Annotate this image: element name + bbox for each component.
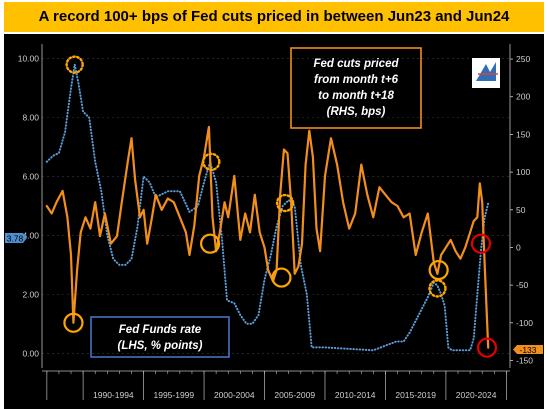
highlight-circle-9 bbox=[476, 337, 498, 358]
rhs-annotation-line-1: Fed cuts priced bbox=[314, 58, 400, 70]
rhs-annotation-line-2: from month t+6 bbox=[314, 74, 399, 86]
logo-mark-icon bbox=[476, 62, 496, 81]
lhs-annotation-line-2: (LHS, % points) bbox=[118, 340, 203, 352]
last-value-right: -133 bbox=[513, 345, 543, 355]
last-value-right-label: -133 bbox=[519, 345, 536, 355]
axes: 0.00 2.00 4.00 6.00 8.00 10.00 -150 -100 -50 0 50 1… bbox=[18, 44, 533, 400]
y-tick-right-0: -150 bbox=[516, 355, 533, 365]
highlight-circle-5 bbox=[271, 267, 292, 288]
highlight-circle-7 bbox=[428, 259, 449, 281]
last-value-left: 3.78 bbox=[5, 233, 27, 244]
highlight-circle-2 bbox=[202, 152, 221, 172]
x-tick-label-0: 1990-1994 bbox=[93, 390, 134, 400]
series-line-1 bbox=[45, 125, 490, 349]
highlight-circle-4 bbox=[275, 193, 295, 213]
y-tick-right-3: 0 bbox=[516, 242, 521, 252]
last-value-left-label: 3.78 bbox=[7, 234, 24, 244]
highlight-circles bbox=[63, 55, 498, 358]
lhs-annotation-line-1: Fed Funds rate bbox=[119, 324, 202, 336]
y-tick-right-5: 100 bbox=[516, 167, 530, 177]
chart-background bbox=[4, 34, 544, 409]
chart-area: 0.00 2.00 4.00 6.00 8.00 10.00 -150 -100 -50 0 50 1… bbox=[4, 34, 544, 409]
x-tick-label-2: 2000-2004 bbox=[214, 390, 255, 400]
title-bar: A record 100+ bps of Fed cuts priced in … bbox=[4, 2, 544, 32]
highlight-circle-0 bbox=[65, 55, 84, 74]
rhs-annotation-line-4: (RHS, bps) bbox=[327, 106, 386, 118]
y-tick-left-5: 10.00 bbox=[18, 54, 40, 64]
y-tick-right-6: 150 bbox=[516, 129, 530, 139]
y-tick-right-4: 50 bbox=[516, 205, 526, 215]
y-tick-left-3: 6.00 bbox=[22, 172, 39, 182]
y-tick-left-1: 2.00 bbox=[22, 289, 39, 299]
y-tick-right-7: 200 bbox=[516, 92, 530, 102]
highlight-circle-1 bbox=[63, 312, 84, 333]
highlight-circle-8 bbox=[470, 233, 492, 254]
x-tick-label-3: 2005-2009 bbox=[274, 390, 315, 400]
y-tick-left-0: 0.00 bbox=[22, 348, 39, 358]
chart-title: A record 100+ bps of Fed cuts priced in … bbox=[38, 8, 510, 25]
y-tick-left-4: 8.00 bbox=[22, 113, 39, 123]
highlight-circle-6 bbox=[428, 279, 447, 298]
y-tick-right-8: 250 bbox=[516, 54, 530, 64]
x-tick-label-1: 1995-1999 bbox=[153, 390, 194, 400]
lhs-annotation-box bbox=[90, 316, 230, 358]
y-tick-left-2: 4.00 bbox=[22, 230, 39, 240]
rhs-annotation-box bbox=[290, 47, 422, 129]
x-tick-label-4: 2010-2014 bbox=[335, 390, 376, 400]
y-tick-right-2: -50 bbox=[516, 280, 529, 290]
x-tick-label-6: 2020-2024 bbox=[456, 390, 497, 400]
x-tick-label-5: 2015-2019 bbox=[395, 390, 436, 400]
rhs-annotation-line-3: to month t+18 bbox=[318, 90, 394, 102]
logo bbox=[472, 58, 500, 88]
y-tick-right-1: -100 bbox=[516, 318, 533, 328]
highlight-circle-3 bbox=[199, 233, 221, 254]
